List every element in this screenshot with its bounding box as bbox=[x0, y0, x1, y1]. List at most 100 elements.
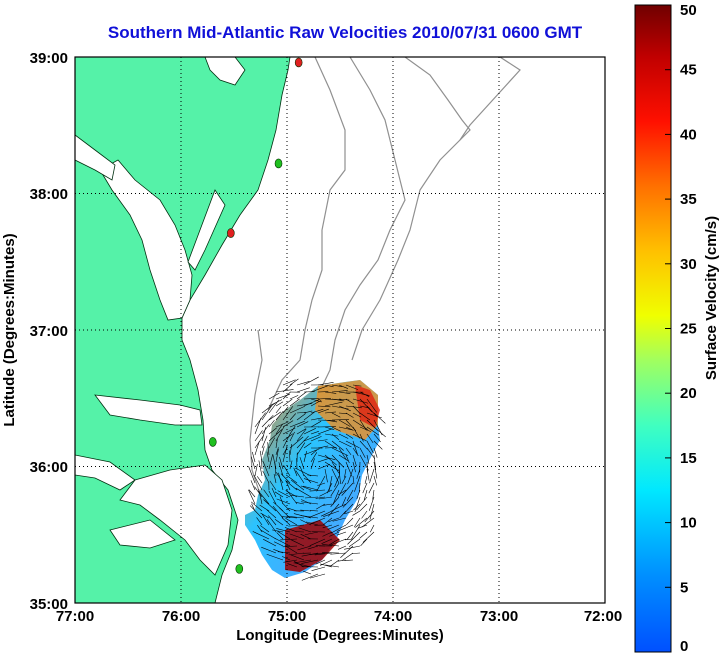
velocity-arrow bbox=[289, 378, 299, 386]
velocity-arrow bbox=[281, 556, 291, 561]
velocity-arrow bbox=[268, 515, 277, 526]
eastern-shore-bay bbox=[187, 189, 226, 271]
colorbar-tick-label: 30 bbox=[680, 256, 697, 273]
velocity-arrow bbox=[307, 474, 319, 477]
velocity-arrow bbox=[266, 553, 284, 561]
velocity-arrow bbox=[338, 454, 349, 462]
velocity-arrow bbox=[331, 433, 340, 440]
velocity-arrow bbox=[306, 521, 319, 526]
velocity-arrow bbox=[359, 454, 369, 471]
x-tick-label: 74:00 bbox=[374, 608, 412, 625]
velocity-arrow bbox=[256, 517, 263, 526]
velocity-arrow bbox=[300, 485, 312, 491]
velocity-arrow bbox=[282, 383, 293, 393]
velocity-arrow bbox=[324, 391, 337, 394]
velocity-arrow bbox=[283, 465, 291, 477]
velocity-arrow bbox=[267, 442, 270, 456]
velocity-arrow bbox=[301, 573, 319, 581]
velocity-arrow bbox=[359, 419, 367, 431]
velocity-arrow bbox=[296, 442, 306, 456]
albemarle-sound bbox=[94, 394, 203, 426]
velocity-arrow bbox=[303, 397, 319, 400]
velocity-arrow bbox=[285, 518, 298, 526]
velocity-arrow bbox=[291, 539, 305, 547]
x-axis: 77:00 76:00 75:00 74:00 73:00 72:00 Long… bbox=[56, 608, 622, 644]
velocity-arrow bbox=[359, 440, 368, 450]
velocity-arrow bbox=[310, 517, 326, 525]
velocity-arrow bbox=[284, 527, 298, 533]
velocity-arrow bbox=[366, 426, 380, 436]
velocity-arrow bbox=[272, 505, 284, 519]
bathymetry-contour-4 bbox=[459, 57, 521, 141]
velocity-arrow bbox=[275, 448, 279, 463]
velocity-arrow bbox=[296, 381, 310, 386]
velocity-arrow bbox=[285, 480, 298, 491]
velocity-arrow bbox=[284, 545, 298, 554]
velocity-arrow bbox=[338, 391, 351, 394]
velocity-arrow bbox=[317, 408, 329, 414]
velocity-arrow bbox=[268, 490, 277, 505]
velocity-arrow bbox=[310, 385, 328, 393]
velocity-arrow bbox=[274, 491, 284, 498]
velocity-arrow bbox=[282, 379, 296, 386]
velocity-arrow bbox=[294, 467, 312, 477]
x-tick-label: 77:00 bbox=[56, 608, 94, 625]
velocity-arrow bbox=[317, 482, 326, 486]
colorbar-tick-label: 45 bbox=[680, 62, 697, 79]
velocity-arrow bbox=[314, 552, 333, 556]
velocity-arrow bbox=[366, 447, 376, 459]
velocity-arrow bbox=[343, 503, 354, 514]
velocity-arrow bbox=[309, 489, 326, 492]
velocity-arrow bbox=[287, 563, 298, 568]
velocity-arrow bbox=[282, 432, 291, 449]
velocity-arrow bbox=[285, 474, 298, 484]
velocity-arrow bbox=[322, 517, 333, 526]
velocity-arrow bbox=[316, 503, 326, 510]
velocity-arrow bbox=[268, 427, 277, 435]
velocity-arrow bbox=[352, 398, 369, 404]
velocity-arrow bbox=[341, 475, 347, 485]
y-tick-label: 35:00 bbox=[30, 596, 68, 613]
velocity-arrow bbox=[373, 475, 377, 486]
velocity-arrow bbox=[352, 475, 355, 485]
velocity-arrow bbox=[344, 545, 361, 550]
velocity-arrow bbox=[254, 430, 263, 442]
velocity-arrow bbox=[303, 411, 316, 421]
velocity-arrow bbox=[346, 517, 354, 526]
velocity-arrow bbox=[296, 435, 309, 449]
velocity-arrow bbox=[366, 440, 374, 454]
velocity-arrow bbox=[261, 424, 270, 435]
velocity-arrow bbox=[359, 503, 368, 511]
velocity-arrow bbox=[356, 489, 361, 500]
velocity-arrow bbox=[352, 405, 361, 414]
velocity-arrow bbox=[261, 402, 276, 414]
velocity-arrow bbox=[262, 470, 270, 484]
velocity-arrow bbox=[291, 479, 305, 491]
velocity-arrow bbox=[310, 408, 324, 414]
velocity-arrow bbox=[254, 440, 260, 456]
velocity-arrow bbox=[303, 434, 321, 442]
velocity-arrow bbox=[361, 510, 368, 519]
velocity-arrow bbox=[364, 475, 368, 484]
velocity-arrow bbox=[317, 439, 328, 442]
colorbar-tick-label: 20 bbox=[680, 385, 697, 402]
colorbar: 0 5 10 15 20 25 30 35 40 45 50 Surface Velocity (c… bbox=[634, 2, 720, 655]
velocity-arrow bbox=[331, 468, 340, 484]
velocity-arrow bbox=[258, 460, 263, 477]
velocity-arrow bbox=[352, 384, 362, 387]
velocity-arrow bbox=[303, 442, 312, 449]
velocity-arrow bbox=[257, 525, 263, 533]
velocity-arrow bbox=[344, 510, 354, 515]
velocity-arrow bbox=[369, 468, 375, 484]
velocity-arrow bbox=[353, 503, 361, 511]
velocity-arrow bbox=[338, 482, 347, 497]
station-marker bbox=[235, 564, 244, 574]
velocity-arrow bbox=[271, 529, 284, 533]
colorbar-ticks: 0 5 10 15 20 25 30 35 40 45 50 bbox=[665, 2, 697, 655]
velocity-arrow bbox=[248, 489, 256, 505]
station-marker bbox=[274, 158, 283, 169]
velocity-arrow bbox=[289, 444, 293, 456]
velocity-arrow bbox=[342, 552, 354, 561]
velocity-hotspot bbox=[285, 520, 340, 572]
velocity-arrow bbox=[366, 398, 377, 413]
